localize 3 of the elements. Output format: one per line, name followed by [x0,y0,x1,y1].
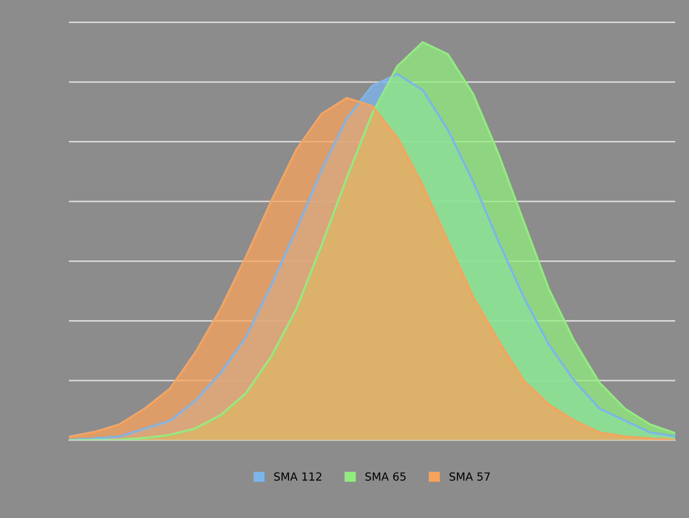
legend-label: SMA 65 [365,472,406,481]
legend-label: SMA 57 [450,472,490,481]
legend-label: SMA 112 [274,472,322,481]
